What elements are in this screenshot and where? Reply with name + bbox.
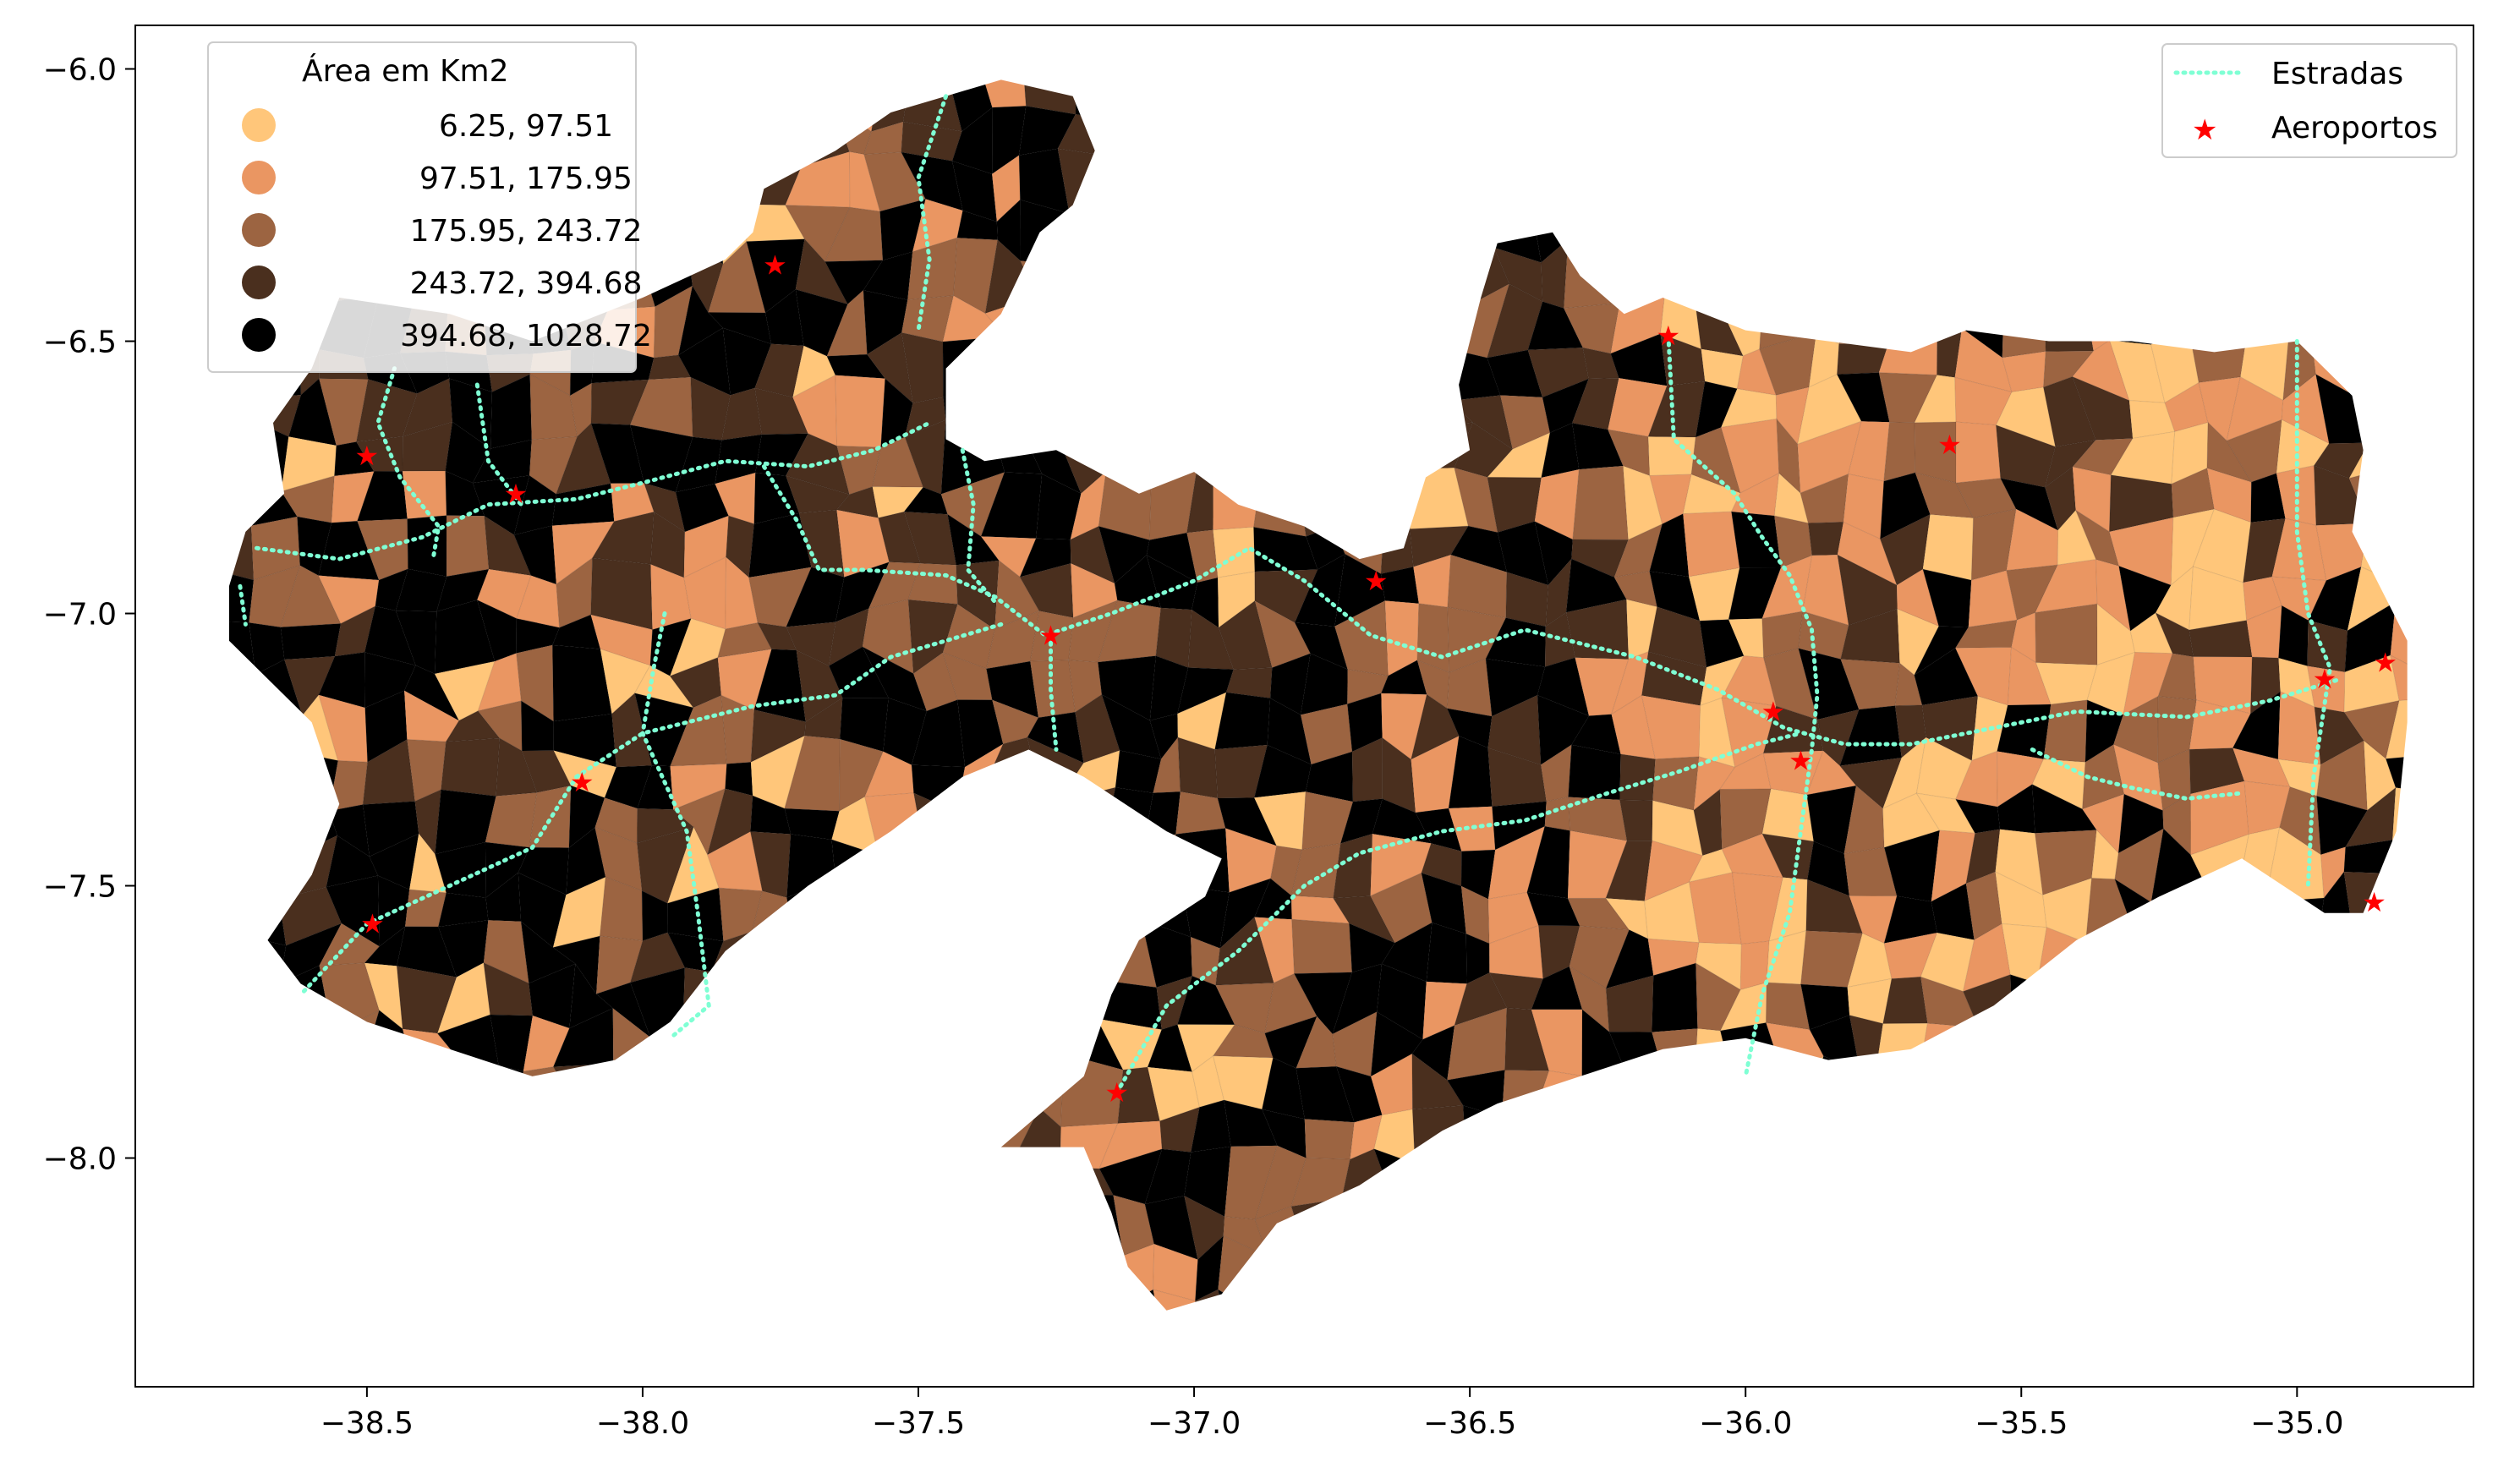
municipality-region — [2385, 698, 2408, 759]
airport-star-icon: ★ — [1104, 1076, 1129, 1109]
municipality-region — [2043, 699, 2088, 763]
x-tick-label: −38.5 — [320, 1406, 414, 1441]
road-line — [916, 94, 949, 333]
airport-star-icon: ★ — [2373, 646, 2397, 678]
road-line — [474, 382, 523, 507]
legend-swatch — [242, 213, 276, 247]
y-tick-label: −8.0 — [43, 1142, 117, 1177]
road-line — [960, 447, 998, 605]
legend-label: 394.68, 1028.72 — [400, 319, 652, 353]
municipality-region — [1955, 421, 2002, 484]
airport-star-icon: ★ — [1038, 619, 1063, 651]
y-axis: −6.0 −6.5 −7.0 −7.5 −8.0 — [43, 53, 135, 1177]
legend-swatch — [242, 108, 276, 142]
airport-star-icon: ★ — [1789, 744, 1813, 776]
x-tick-label: −37.0 — [1148, 1406, 1241, 1441]
municipality-region — [1572, 465, 1630, 540]
road-line — [238, 583, 248, 627]
airport-star-icon: ★ — [2313, 663, 2337, 695]
road-line — [2030, 747, 2244, 802]
y-tick-label: −6.0 — [43, 53, 117, 88]
airport-star-icon: ★ — [504, 478, 529, 510]
municipality-region — [1291, 918, 1353, 975]
municipality-region — [440, 737, 501, 797]
municipality-region — [1647, 435, 1696, 476]
legend-label: 175.95, 243.72 — [410, 214, 643, 249]
municipality-region — [1153, 1289, 1196, 1311]
x-tick-label: −36.0 — [1699, 1406, 1792, 1441]
road-line — [1049, 632, 1059, 752]
airport-star-icon: ★ — [763, 249, 787, 281]
y-tick-label: −7.5 — [43, 870, 117, 905]
airport-legend-star-icon: ★ — [2192, 113, 2217, 147]
municipality-region — [407, 515, 447, 578]
airport-star-icon: ★ — [1761, 695, 1785, 727]
airports-legend-label: Aeroportos — [2271, 111, 2438, 145]
road-line — [761, 464, 2343, 747]
municipality-region — [1883, 421, 1916, 482]
airport-star-icon: ★ — [1364, 565, 1389, 597]
airport-star-icon: ★ — [360, 908, 385, 940]
legend-swatch — [242, 161, 276, 194]
legend-frame — [207, 41, 637, 373]
x-tick-label: −38.0 — [596, 1406, 689, 1441]
x-tick-label: −35.0 — [2250, 1406, 2343, 1441]
municipality-region — [1304, 1118, 1356, 1160]
municipality-region — [1212, 526, 1256, 578]
legend-swatch — [242, 318, 276, 352]
municipality-region — [402, 470, 447, 520]
municipality-region — [1619, 753, 1656, 802]
legend-swatch — [242, 266, 276, 299]
x-axis: −38.5 −38.0 −37.5 −37.0 −36.5 −36.0 −35.5 −35.0 — [320, 1387, 2343, 1441]
x-tick-label: −37.5 — [872, 1406, 965, 1441]
municipality-region — [1426, 922, 1468, 984]
plot-frame — [134, 25, 2474, 1388]
roads-legend-label: Estradas — [2271, 57, 2403, 91]
municipality-region — [2390, 654, 2408, 702]
legend-label: 6.25, 97.51 — [439, 109, 613, 144]
airport-star-icon: ★ — [1657, 320, 1681, 352]
municipality-region — [835, 375, 886, 448]
layers-legend: Estradas ★ Aeroportos — [2161, 43, 2457, 158]
road-line — [1666, 333, 1820, 1079]
legend-label: 97.51, 175.95 — [419, 162, 633, 196]
municipality-region — [446, 515, 490, 578]
airport-star-icon: ★ — [1937, 429, 1962, 461]
municipality-region — [2035, 603, 2098, 665]
road-line — [640, 611, 711, 1041]
x-tick-label: −36.5 — [1423, 1406, 1516, 1441]
airport-star-icon: ★ — [355, 440, 380, 472]
airport-star-icon: ★ — [2362, 886, 2386, 918]
municipality-region — [1651, 962, 1698, 1033]
municipality-region — [1730, 511, 1782, 569]
municipality-region — [280, 622, 342, 660]
road-line — [255, 420, 932, 561]
airports-layer: ★★★★★★★★★★★★★★★ — [355, 249, 2397, 1109]
municipality-region — [2385, 753, 2408, 796]
municipality-region — [1682, 511, 1740, 578]
roads-layer — [238, 94, 2343, 1095]
road-line — [375, 366, 441, 561]
y-tick-label: −7.0 — [43, 598, 117, 632]
road-line — [1115, 731, 1803, 1095]
municipality-region — [1922, 513, 1975, 581]
legend-title: Área em Km2 — [302, 53, 509, 89]
airport-star-icon: ★ — [570, 766, 594, 798]
y-tick-label: −6.5 — [43, 326, 117, 360]
x-tick-label: −35.5 — [1975, 1406, 2068, 1441]
area-classes-legend: Área em Km2 6.25, 97.51 97.51, 175.95 175.… — [207, 41, 652, 373]
legend-label: 243.72, 394.68 — [410, 266, 643, 301]
road-line — [2294, 339, 2332, 888]
